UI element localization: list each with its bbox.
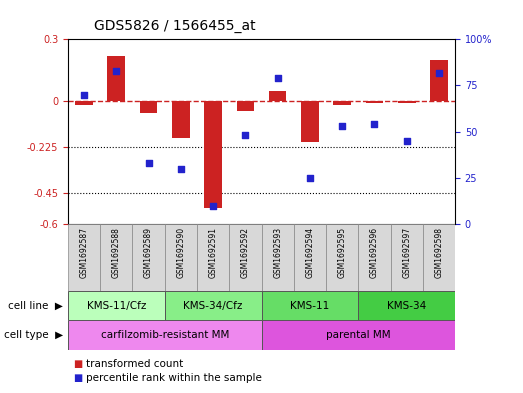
Point (112, 68, 120, 74)
Text: KMS-34/Cfz: KMS-34/Cfz (184, 301, 243, 310)
Bar (333, 101, 351, 105)
Text: GSM1692597: GSM1692597 (402, 227, 411, 279)
Bar (423, 224, 455, 291)
Bar (132, 224, 165, 291)
Bar (229, 224, 262, 291)
Text: GSM1692596: GSM1692596 (370, 227, 379, 279)
Bar (301, 101, 319, 142)
Point (403, 138, 411, 144)
Bar (326, 224, 358, 291)
Text: GSM1692587: GSM1692587 (79, 227, 88, 278)
Bar (262, 320, 455, 350)
Bar (75, 101, 93, 105)
Bar (68, 320, 262, 350)
Bar (269, 91, 287, 101)
Bar (398, 101, 415, 103)
Bar (172, 101, 190, 138)
Text: GSM1692588: GSM1692588 (112, 227, 121, 278)
Bar (108, 56, 125, 101)
Text: GSM1692589: GSM1692589 (144, 227, 153, 278)
Text: GSM1692598: GSM1692598 (435, 227, 444, 278)
Bar (68, 291, 165, 320)
Bar (358, 224, 391, 291)
Text: ■: ■ (73, 373, 83, 384)
Point (338, 123, 346, 129)
Text: GDS5826 / 1566455_at: GDS5826 / 1566455_at (94, 19, 256, 33)
Text: GSM1692590: GSM1692590 (176, 227, 185, 279)
Point (274, 75, 282, 81)
Point (370, 121, 379, 127)
Point (177, 165, 185, 172)
Bar (430, 60, 448, 101)
Bar (100, 224, 132, 291)
Bar (294, 224, 326, 291)
Bar (165, 224, 197, 291)
Text: GSM1692593: GSM1692593 (273, 227, 282, 279)
Text: parental MM: parental MM (326, 330, 391, 340)
Bar (165, 291, 262, 320)
Bar (262, 291, 358, 320)
Text: transformed count: transformed count (86, 358, 184, 369)
Point (241, 132, 249, 138)
Text: KMS-11/Cfz: KMS-11/Cfz (87, 301, 146, 310)
Text: GSM1692594: GSM1692594 (305, 227, 314, 279)
Text: cell line  ▶: cell line ▶ (8, 301, 63, 310)
Text: carfilzomib-resistant MM: carfilzomib-resistant MM (100, 330, 229, 340)
Text: cell type  ▶: cell type ▶ (4, 330, 63, 340)
Text: KMS-34: KMS-34 (387, 301, 426, 310)
Bar (366, 101, 383, 103)
Bar (197, 224, 229, 291)
Text: ■: ■ (73, 358, 83, 369)
Bar (68, 224, 100, 291)
Bar (236, 101, 254, 111)
Bar (140, 101, 157, 113)
Text: GSM1692591: GSM1692591 (209, 227, 218, 278)
Bar (358, 291, 455, 320)
Bar (391, 224, 423, 291)
Text: percentile rank within the sample: percentile rank within the sample (86, 373, 262, 384)
Point (144, 160, 153, 166)
Bar (262, 224, 294, 291)
Bar (204, 101, 222, 208)
Text: GSM1692592: GSM1692592 (241, 227, 250, 278)
Text: KMS-11: KMS-11 (290, 301, 329, 310)
Point (435, 70, 443, 76)
Text: GSM1692595: GSM1692595 (338, 227, 347, 279)
Point (305, 174, 314, 181)
Point (209, 202, 218, 209)
Point (80, 92, 88, 98)
